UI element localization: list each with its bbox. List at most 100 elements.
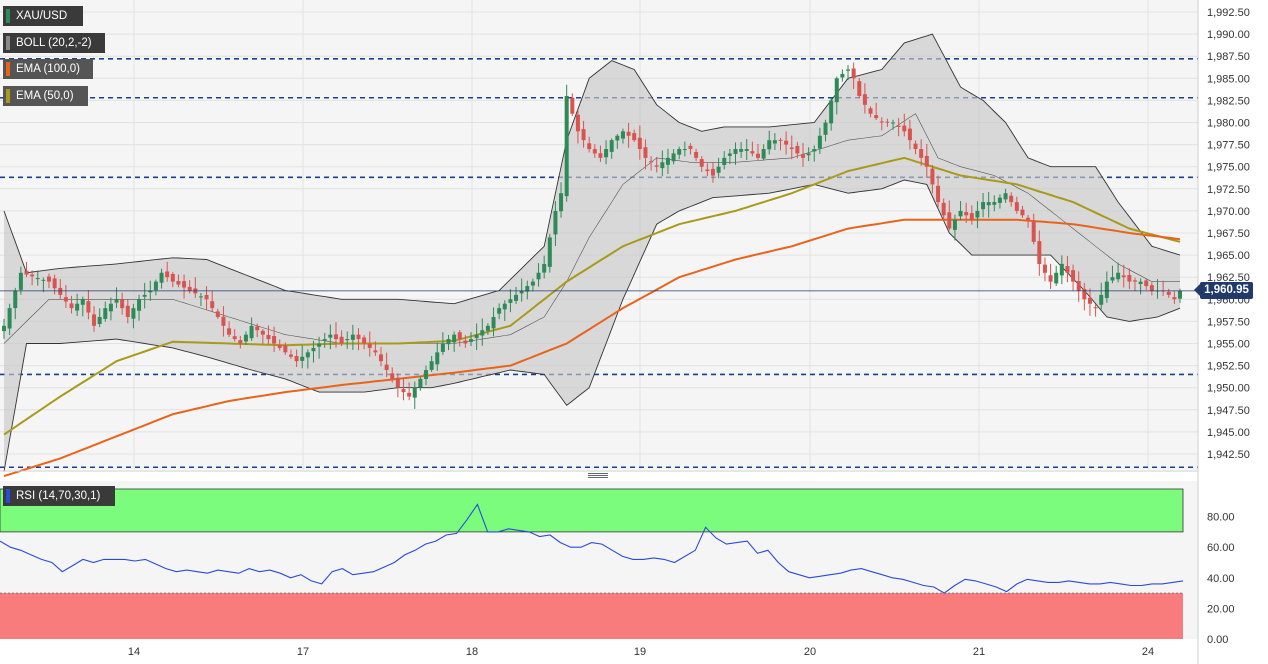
candle-body — [699, 159, 704, 167]
legend-swatch — [6, 62, 10, 76]
candle-body — [47, 276, 52, 282]
candle-body — [339, 336, 344, 344]
candle-body — [362, 337, 367, 344]
legend-rsi[interactable]: RSI (14,70,30,1) — [3, 486, 115, 506]
candle-body — [170, 273, 175, 282]
rsi-tick-label: 80.00 — [1207, 512, 1235, 524]
candle-body — [407, 392, 412, 397]
y-tick-label: 1,970.00 — [1207, 206, 1250, 218]
panel-resize-handle[interactable] — [588, 473, 608, 479]
legend-ema50-label: EMA (50,0) — [16, 90, 74, 102]
candle-body — [969, 213, 974, 220]
candle-body — [840, 73, 845, 78]
candle-body — [913, 143, 918, 150]
candle-body — [525, 286, 530, 292]
legend-boll[interactable]: BOLL (20,2,-2) — [3, 33, 105, 53]
candle-body — [767, 140, 772, 150]
bollinger-bands — [3, 33, 1181, 472]
candle-body — [97, 316, 102, 324]
candle-body — [238, 340, 243, 344]
candle-body — [86, 301, 91, 313]
candle-body — [1026, 217, 1031, 220]
x-tick-label: 19 — [634, 646, 646, 658]
candle-body — [755, 153, 760, 158]
candle-body — [862, 94, 867, 105]
y-tick-label: 1,987.50 — [1207, 51, 1250, 63]
legend-swatch — [6, 89, 10, 103]
candle-body — [643, 147, 648, 158]
candle-body — [772, 140, 777, 144]
candle-body — [300, 356, 305, 361]
candle-body — [891, 122, 896, 124]
y-tick-label: 1,990.00 — [1207, 29, 1250, 41]
candle-body — [395, 377, 400, 388]
bollinger-fill — [4, 34, 1180, 472]
legend-symbol[interactable]: XAU/USD — [3, 6, 83, 26]
candle-body — [604, 149, 609, 158]
candle-body — [936, 185, 941, 203]
candle-body — [35, 278, 40, 280]
candle-body — [514, 294, 519, 301]
candle-body — [452, 334, 457, 343]
x-tick-label: 21 — [973, 646, 985, 658]
candle-body — [896, 125, 901, 127]
candle-body — [412, 387, 417, 398]
candle-body — [581, 129, 586, 141]
y-tick-label: 1,967.50 — [1207, 228, 1250, 240]
candle-body — [1138, 281, 1143, 285]
candle-body — [1009, 195, 1014, 203]
candle-body — [519, 290, 524, 294]
candle-body — [620, 131, 625, 139]
candle-body — [789, 147, 794, 150]
candle-body — [1172, 297, 1177, 300]
candle-body — [649, 161, 654, 163]
candle-body — [418, 378, 423, 388]
candle-body — [429, 361, 434, 370]
ema-lines — [3, 156, 1181, 478]
candle-body — [502, 303, 507, 310]
candle-body — [851, 68, 856, 79]
candle-body — [249, 325, 254, 339]
candle-body — [345, 339, 350, 341]
candle-body — [378, 354, 383, 362]
candle-body — [328, 334, 333, 338]
y-tick-label: 1,985.00 — [1207, 73, 1250, 85]
candle-body — [660, 162, 665, 169]
candle-body — [801, 154, 806, 158]
candle-body — [846, 69, 851, 71]
ema50-line — [3, 156, 1181, 436]
candle-body — [682, 149, 687, 151]
candle-body — [823, 122, 828, 135]
candle-body — [440, 343, 445, 352]
candle-body — [243, 334, 248, 342]
candle-body — [227, 328, 232, 335]
bollinger-lower — [3, 179, 1181, 472]
candle-body — [469, 339, 474, 342]
candle-body — [947, 212, 952, 229]
candle-body — [902, 125, 907, 132]
candle-body — [1042, 264, 1047, 273]
legend-ema50[interactable]: EMA (50,0) — [3, 86, 88, 106]
legend-swatch — [6, 36, 10, 50]
candle-body — [705, 169, 710, 172]
candle-body — [367, 343, 372, 348]
legend-ema100[interactable]: EMA (100,0) — [3, 59, 93, 79]
candle-body — [120, 299, 125, 309]
candle-body — [795, 145, 800, 154]
candle-body — [592, 149, 597, 154]
candle-body — [474, 334, 479, 339]
candle-body — [260, 330, 265, 335]
candle-body — [632, 133, 637, 141]
candle-body — [536, 272, 541, 280]
candle-body — [817, 135, 822, 149]
candle-body — [92, 314, 97, 326]
candle-body — [125, 305, 130, 317]
candle-body — [750, 151, 755, 154]
candle-body — [182, 281, 187, 288]
candle-body — [7, 308, 12, 329]
y-tick-label: 1,977.50 — [1207, 140, 1250, 152]
candle-body — [221, 316, 226, 326]
candle-body — [1110, 277, 1115, 281]
candle-body — [283, 345, 288, 353]
